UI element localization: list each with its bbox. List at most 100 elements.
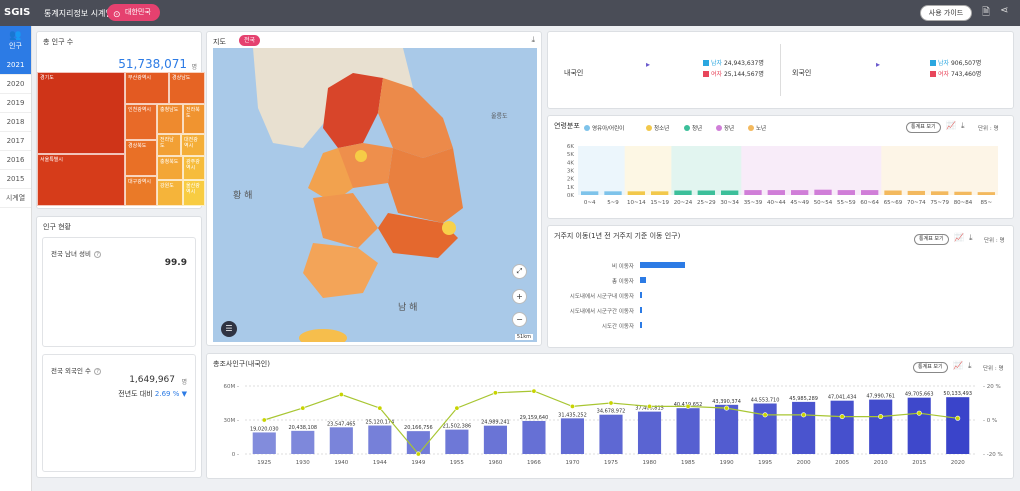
age-bar[interactable] — [837, 190, 855, 195]
map-canvas[interactable]: 황 해 남 해 울릉도 — [213, 48, 537, 342]
age-bar[interactable] — [767, 190, 785, 195]
region-jeju[interactable] — [299, 329, 347, 342]
age-bar[interactable] — [814, 189, 832, 195]
age-stats-button[interactable]: 통계표 보기 — [906, 122, 941, 133]
growth-point[interactable] — [839, 414, 845, 420]
region-sejong[interactable] — [355, 150, 367, 162]
region-busan[interactable] — [442, 221, 456, 235]
treemap-cell[interactable]: 전라북도 — [183, 104, 205, 134]
treemap-cell[interactable]: 전라남도 — [157, 134, 181, 156]
age-legend-item[interactable]: 영유아/어린이 — [584, 124, 624, 132]
nav-population[interactable]: 👥 인구 — [0, 26, 31, 56]
census-bar[interactable] — [291, 430, 315, 454]
age-bar[interactable] — [744, 190, 762, 195]
growth-point[interactable] — [569, 403, 575, 409]
growth-point[interactable] — [415, 451, 421, 457]
treemap-cell[interactable]: 부산광역시 — [125, 72, 169, 104]
nav-year-2021[interactable]: 2021 — [0, 56, 31, 75]
map-region-badge[interactable]: 전국 — [239, 35, 261, 46]
treemap-cell[interactable]: 울산광역시 — [183, 180, 205, 206]
migration-bar[interactable] — [640, 292, 642, 298]
migration-stats-button[interactable]: 통계표 보기 — [914, 234, 949, 245]
growth-point[interactable] — [878, 414, 884, 420]
census-bar[interactable] — [792, 401, 816, 454]
age-legend-item[interactable]: 노년 — [748, 124, 766, 132]
age-bar[interactable] — [721, 190, 739, 195]
census-bar[interactable] — [483, 425, 507, 454]
download-icon[interactable]: ⤓ — [961, 121, 965, 130]
zoom-in-icon[interactable]: + — [512, 289, 527, 304]
region-gyeonggi[interactable] — [323, 73, 383, 148]
census-bar[interactable] — [830, 400, 854, 454]
growth-point[interactable] — [801, 412, 807, 418]
migration-bar[interactable] — [640, 307, 642, 313]
treemap-cell[interactable]: 충청남도 — [157, 104, 183, 134]
census-bar[interactable] — [560, 418, 585, 454]
nav-year-2020[interactable]: 2020 — [0, 75, 31, 94]
chart-icon[interactable]: 📈 — [954, 233, 964, 242]
census-bar[interactable] — [946, 397, 970, 454]
growth-point[interactable] — [300, 405, 306, 411]
treemap-cell[interactable]: 광주광역시 — [183, 156, 205, 180]
census-bar[interactable] — [637, 411, 662, 454]
census-bar[interactable] — [753, 403, 777, 454]
nav-year-시계열[interactable]: 시계열 — [0, 189, 31, 208]
census-bar[interactable] — [406, 431, 430, 454]
download-icon[interactable]: ⤓ — [531, 35, 535, 44]
age-bar[interactable] — [674, 190, 692, 195]
census-bar[interactable] — [329, 427, 353, 454]
age-bar[interactable] — [697, 190, 715, 195]
age-bar[interactable] — [604, 191, 622, 195]
share-icon[interactable]: ⋖ — [1000, 5, 1009, 16]
census-bar[interactable] — [715, 404, 739, 454]
census-bar[interactable] — [445, 429, 469, 454]
download-icon[interactable]: ⤓ — [969, 233, 973, 242]
info-icon[interactable]: ? — [94, 251, 102, 258]
nav-year-2017[interactable]: 2017 — [0, 132, 31, 151]
growth-point[interactable] — [916, 410, 922, 416]
region-gyeongnam[interactable] — [378, 213, 458, 258]
age-legend-item[interactable]: 장년 — [716, 124, 734, 132]
treemap-cell[interactable]: 대구광역시 — [125, 176, 157, 206]
migration-bar[interactable] — [640, 322, 642, 328]
census-bar[interactable] — [907, 397, 931, 454]
treemap-cell[interactable]: 인천광역시 — [125, 104, 157, 140]
foreign-play-icon[interactable]: ▸ — [876, 60, 881, 69]
region-chungnam[interactable] — [308, 148, 353, 203]
census-bar[interactable] — [869, 399, 893, 454]
growth-point[interactable] — [531, 388, 537, 394]
age-bar[interactable] — [791, 190, 809, 195]
census-bar[interactable] — [522, 420, 546, 454]
legend-toggle-icon[interactable]: ☰ — [221, 321, 237, 337]
age-bar[interactable] — [581, 191, 599, 195]
census-bar[interactable] — [676, 408, 700, 454]
growth-point[interactable] — [492, 390, 498, 396]
growth-point[interactable] — [454, 405, 460, 411]
growth-point[interactable] — [762, 412, 768, 418]
census-stats-button[interactable]: 통계표 보기 — [913, 362, 948, 373]
age-bar[interactable] — [627, 191, 645, 195]
download-doc-icon[interactable]: 🗎 — [982, 7, 991, 18]
age-bar[interactable] — [907, 190, 925, 195]
growth-point[interactable] — [955, 415, 961, 421]
age-bar[interactable] — [861, 190, 879, 195]
growth-point[interactable] — [377, 405, 383, 411]
treemap-cell[interactable]: 경상남도 — [169, 72, 205, 104]
treemap-cell[interactable]: 강원도 — [157, 180, 183, 206]
info-icon[interactable]: ? — [94, 368, 102, 375]
growth-point[interactable] — [338, 391, 344, 397]
download-icon[interactable]: ⤓ — [968, 361, 972, 370]
treemap-cell[interactable]: 경상북도 — [125, 140, 157, 176]
treemap-cell[interactable]: 대전광역시 — [181, 134, 205, 156]
fullscreen-icon[interactable]: ⤢ — [512, 264, 527, 279]
growth-point[interactable] — [608, 400, 614, 406]
census-bar[interactable] — [252, 432, 276, 454]
zoom-out-icon[interactable]: − — [512, 312, 527, 327]
growth-point[interactable] — [647, 403, 653, 409]
user-guide-button[interactable]: 사용 가이드 — [920, 5, 972, 21]
region-selector[interactable]: ⊙ 대한민국 — [107, 4, 160, 21]
migration-bar[interactable] — [640, 262, 685, 268]
region-gyeongbuk[interactable] — [388, 148, 463, 223]
age-legend-item[interactable]: 청년 — [684, 124, 702, 132]
region-jeonbuk[interactable] — [313, 193, 378, 248]
